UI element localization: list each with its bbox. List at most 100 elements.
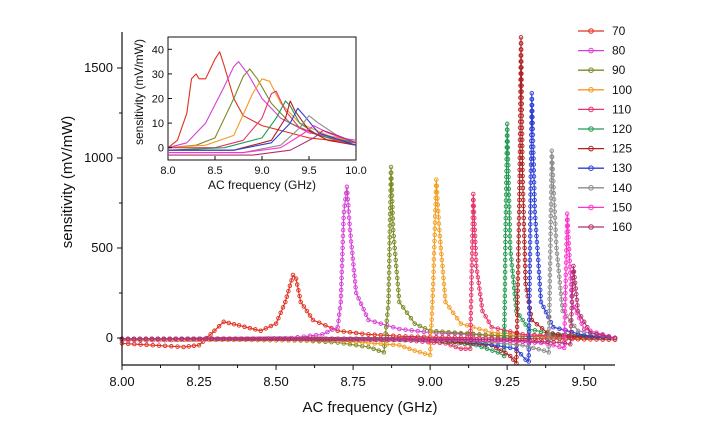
data-point [530,144,536,149]
data-point [440,269,446,275]
legend-label: 120 [612,122,632,136]
data-point [351,267,357,273]
data-point [531,168,537,173]
data-point [521,221,527,227]
data-point [551,339,556,345]
data-point [519,113,525,118]
data-point [350,256,356,261]
data-point [521,227,527,233]
data-point [390,216,396,221]
data-point [531,174,537,179]
data-point [547,296,552,302]
data-point [516,246,521,251]
data-point [534,233,539,239]
legend-item-70: 70 [578,24,626,38]
data-point [489,333,494,338]
data-point [356,296,361,301]
data-point [391,239,397,245]
data-point [422,351,428,356]
data-point [404,310,410,316]
data-point [387,235,392,240]
data-point [468,298,474,304]
data-point [439,257,445,263]
data-point [438,337,444,342]
data-point [563,284,568,290]
data-point [527,251,533,257]
data-point [529,317,535,323]
legend-item-130: 130 [578,161,632,175]
data-point [246,336,251,342]
data-point [393,263,399,269]
data-point [527,263,533,269]
data-point [346,209,351,214]
data-point [430,287,436,293]
data-point [520,179,525,185]
data-point [505,127,510,132]
data-point [575,331,581,336]
data-point [537,287,543,293]
data-point [150,342,156,348]
data-point [144,342,149,348]
data-point [526,317,532,322]
data-point [313,332,319,338]
data-point [518,47,524,52]
data-point [439,251,444,257]
data-point [330,327,335,332]
data-point [438,239,443,245]
data-point [446,329,451,335]
legend-item-110: 110 [578,102,631,116]
data-point [503,233,508,239]
data-point [181,344,186,350]
data-point [403,327,408,332]
data-point [557,280,563,285]
data-point [548,249,553,254]
data-point [539,326,545,331]
legend-item-125: 125 [578,142,632,156]
data-point [520,185,526,191]
legend-label: 70 [612,24,626,38]
data-point [212,328,217,334]
data-point [276,315,281,321]
data-point [339,263,345,269]
data-point [517,173,522,179]
data-point [386,282,392,287]
data-point [471,324,476,330]
data-point [468,292,474,298]
data-point [437,233,443,239]
data-point [483,328,488,334]
data-point [506,192,512,198]
data-point [563,266,569,271]
data-point [545,339,551,345]
main-series-group [119,35,618,366]
data-point [242,324,247,330]
data-point [564,242,569,247]
data-point [471,191,476,197]
data-point [527,269,533,275]
data-point [287,283,293,289]
data-point [505,133,510,138]
inset-y-tick-label: 0 [158,143,164,155]
data-point [519,101,525,106]
series-80 [119,184,618,343]
data-point [519,143,525,149]
data-point [548,207,554,213]
data-point [226,320,232,326]
data-point [340,233,346,239]
data-point [489,324,494,330]
data-point [526,353,532,358]
data-point [443,299,448,305]
data-point [387,241,392,246]
data-point [565,217,570,222]
main-x-tick-label: 8.00 [109,374,134,389]
data-point [569,311,574,317]
data-point [520,191,526,197]
data-point [161,336,167,342]
main-y-tick-label: 500 [91,240,113,255]
data-point [504,174,509,180]
data-point [547,267,553,272]
data-point [514,346,519,352]
data-point [520,155,525,161]
data-point [344,184,350,190]
data-point [506,186,512,192]
data-point [323,323,328,328]
